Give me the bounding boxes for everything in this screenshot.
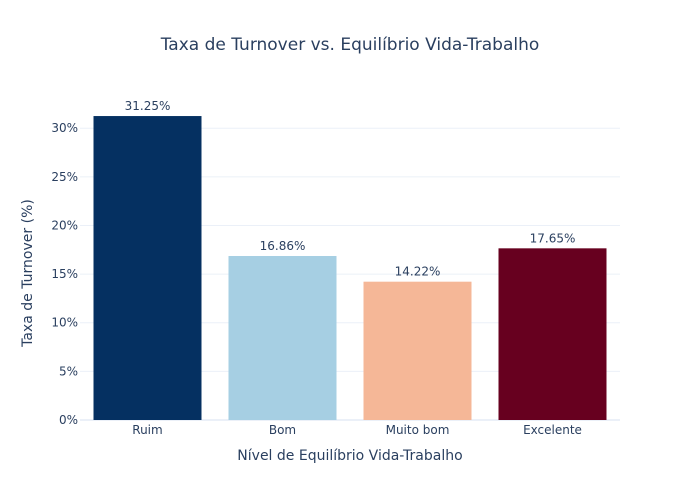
bar-ruim[interactable] xyxy=(93,116,202,420)
y-axis-title: Taxa de Turnover (%) xyxy=(20,199,36,348)
y-tick-label: 5% xyxy=(59,364,78,378)
x-tick-label: Bom xyxy=(269,423,296,437)
bar-excelente[interactable] xyxy=(498,248,607,420)
x-axis-title: Nível de Equilíbrio Vida-Trabalho xyxy=(237,448,462,464)
y-tick-label: 30% xyxy=(51,121,78,135)
data-labels: 31.25% 16.86% 14.22% 17.65% xyxy=(125,99,576,279)
data-label: 16.86% xyxy=(260,239,306,253)
bar-muito-bom[interactable] xyxy=(363,281,472,420)
data-label: 31.25% xyxy=(125,99,171,113)
y-tick-label: 15% xyxy=(51,267,78,281)
y-tick-label: 10% xyxy=(51,316,78,330)
data-label: 14.22% xyxy=(395,265,441,279)
y-tick-label: 20% xyxy=(51,218,78,232)
y-axis-ticks: 0% 5% 10% 15% 20% 25% 30% xyxy=(51,121,78,427)
y-tick-label: 25% xyxy=(51,170,78,184)
x-tick-label: Muito bom xyxy=(386,423,450,437)
x-tick-label: Ruim xyxy=(132,423,162,437)
chart-title: Taxa de Turnover vs. Equilíbrio Vida-Tra… xyxy=(160,35,540,55)
data-label: 17.65% xyxy=(530,231,576,245)
x-axis-ticks: Ruim Bom Muito bom Excelente xyxy=(132,423,582,437)
x-tick-label: Excelente xyxy=(523,423,582,437)
bar-bom[interactable] xyxy=(228,256,337,420)
bars xyxy=(93,116,607,420)
y-tick-label: 0% xyxy=(59,413,78,427)
